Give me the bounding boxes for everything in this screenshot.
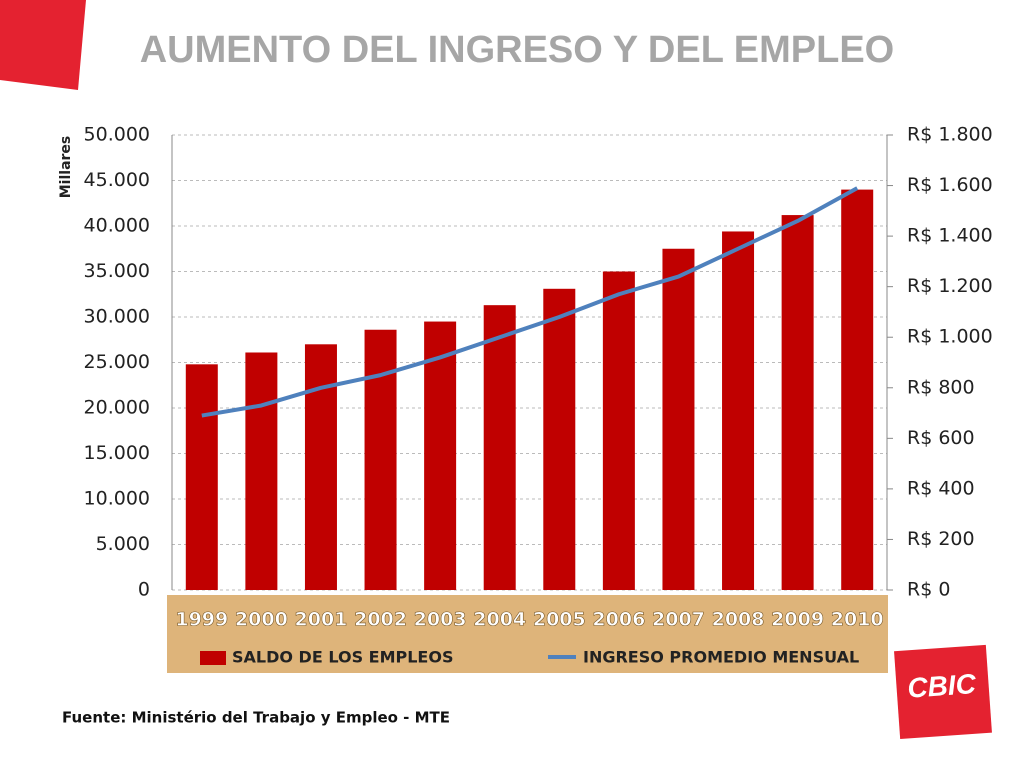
legend-swatch: [200, 651, 226, 665]
y-tick-label: 0: [138, 579, 150, 601]
bar: [543, 288, 576, 590]
bar: [304, 344, 337, 590]
y-tick-label: 5.000: [96, 533, 150, 555]
x-tick-label: 2004: [473, 609, 526, 631]
bar: [722, 231, 755, 590]
legend-label: SALDO DE LOS EMPLEOS: [232, 648, 453, 667]
bar: [245, 352, 278, 590]
y-tick-label: 25.000: [84, 351, 150, 373]
y-tick-label: 10.000: [84, 488, 150, 510]
x-tick-label: 2006: [592, 609, 645, 631]
y2-tick-label: R$ 1.800: [907, 124, 993, 146]
y-tick-label: 30.000: [84, 306, 150, 328]
y-tick-label: 45.000: [84, 169, 150, 191]
logo: CBIC: [894, 644, 992, 740]
bar: [424, 321, 457, 590]
x-tick-label: 2001: [295, 609, 348, 631]
x-tick-label: 2008: [712, 609, 765, 631]
bar: [185, 364, 218, 590]
legend-label: INGRESO PROMEDIO MENSUAL: [583, 648, 859, 667]
bar: [781, 215, 814, 590]
bar: [483, 305, 516, 590]
x-tick-label: 2007: [652, 609, 705, 631]
y-tick-label: 40.000: [84, 215, 150, 237]
x-tick-label: 2000: [235, 609, 288, 631]
x-tick-label: 2003: [414, 609, 467, 631]
category-band: [167, 595, 888, 673]
y2-tick-label: R$ 600: [907, 427, 975, 449]
x-tick-label: 2005: [533, 609, 586, 631]
y2-tick-label: R$ 1.200: [907, 275, 993, 297]
source: Fuente: Ministério del Trabajo y Empleo …: [62, 709, 450, 727]
y2-tick-label: R$ 400: [907, 477, 975, 499]
x-tick-label: 2002: [354, 609, 407, 631]
y2-tick-label: R$ 1.600: [907, 174, 993, 196]
y-axis-label: Millares: [58, 136, 74, 199]
bar: [364, 329, 397, 590]
logo-text: CBIC: [906, 668, 977, 704]
x-tick-label: 2010: [831, 609, 884, 631]
y-tick-label: 35.000: [84, 260, 150, 282]
y-tick-label: 20.000: [84, 397, 150, 419]
y-tick-label: 15.000: [84, 442, 150, 464]
bar: [841, 189, 874, 590]
slide-title: AUMENTO DEL INGRESO Y DEL EMPLEO: [140, 29, 895, 71]
bar: [602, 271, 635, 590]
y-tick-label: 50.000: [84, 124, 150, 146]
line: [201, 186, 859, 418]
y2-tick-label: R$ 200: [907, 528, 975, 550]
y2-tick-label: R$ 1.400: [907, 225, 993, 247]
y2-tick-label: R$ 1.000: [907, 326, 993, 348]
bar: [662, 248, 695, 590]
corner-shape: [0, 0, 86, 90]
x-tick-label: 1999: [175, 609, 228, 631]
y2-tick-label: R$ 0: [907, 579, 950, 601]
x-tick-label: 2009: [771, 609, 824, 631]
y2-tick-label: R$ 800: [907, 376, 975, 398]
logo-box: [894, 644, 992, 740]
